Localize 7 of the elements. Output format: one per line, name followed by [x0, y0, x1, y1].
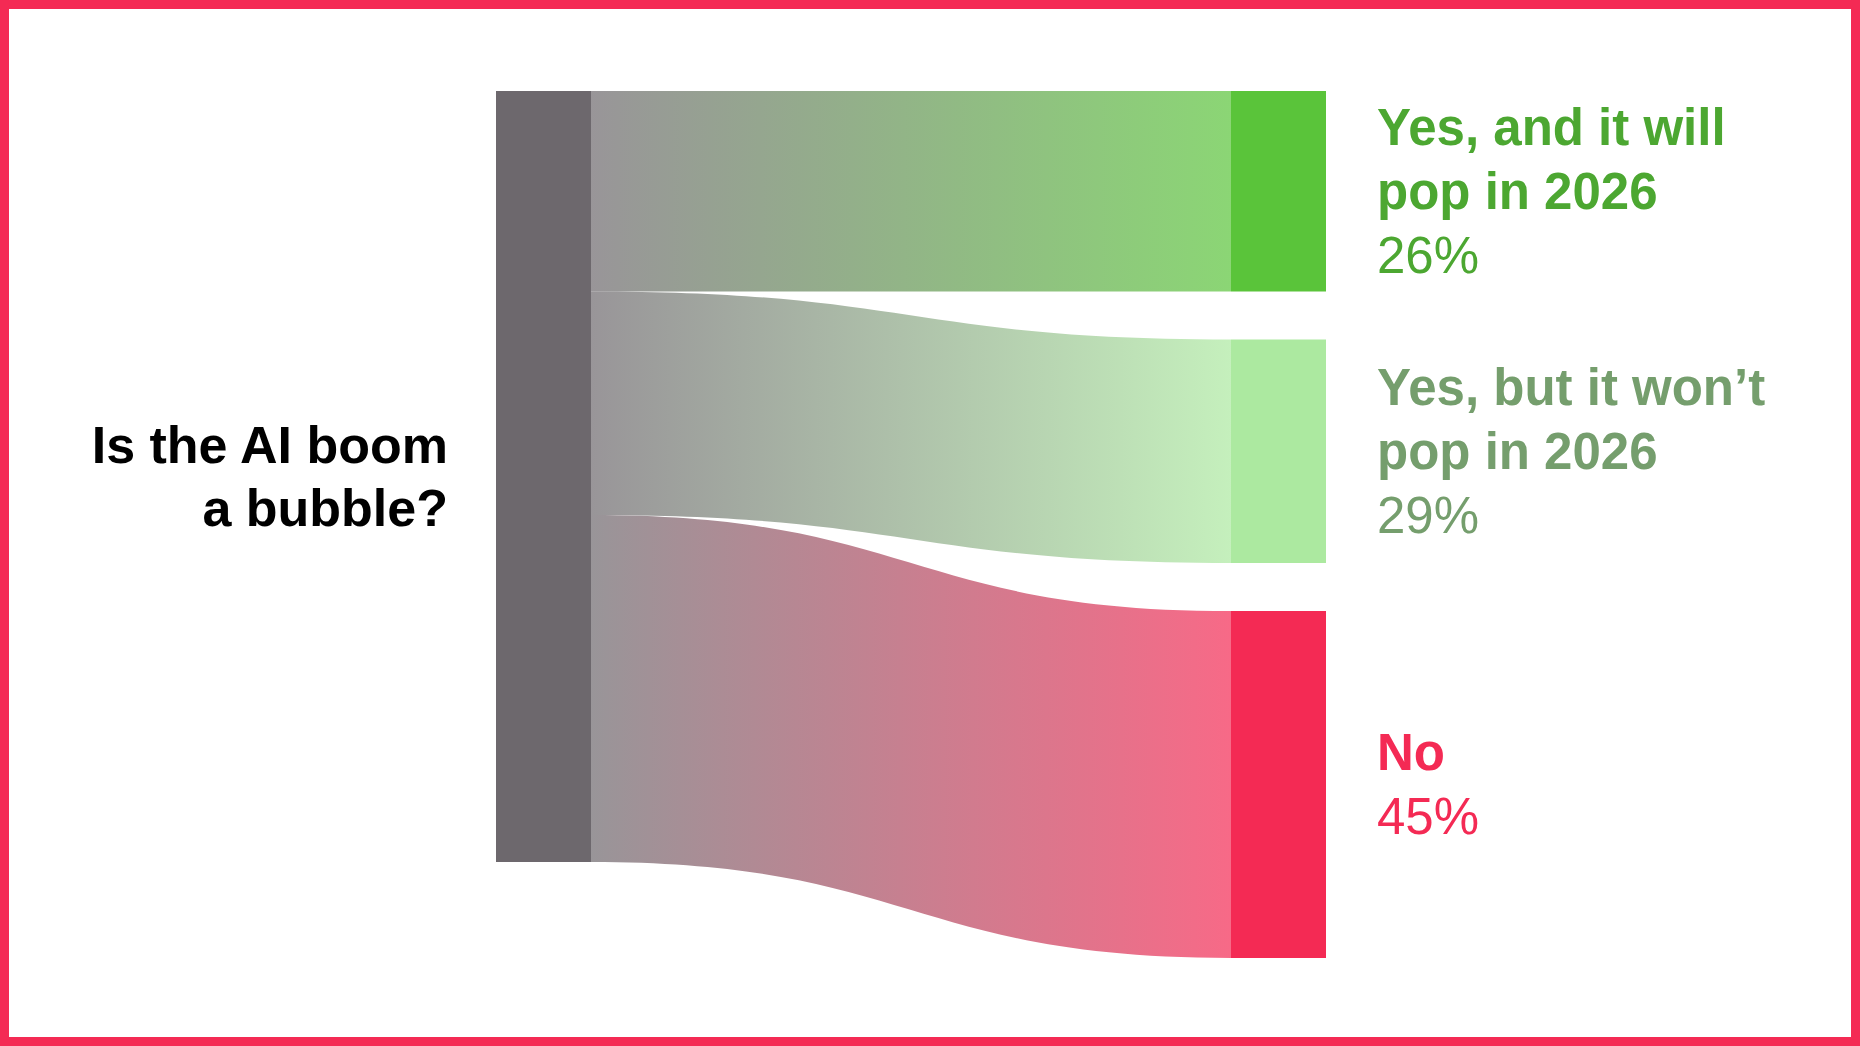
category-label: No [1377, 724, 1445, 782]
text: Is the AI boom a bubble? [91, 416, 448, 537]
data-label: 45% [1377, 788, 1480, 846]
data-label: 29% [1377, 486, 1480, 544]
category-label: Yes, but it won’t pop in 2026 [1377, 358, 1766, 480]
category-label: Yes, and it will pop in 2026 [1377, 98, 1726, 220]
data-label: 26% [1377, 226, 1480, 284]
